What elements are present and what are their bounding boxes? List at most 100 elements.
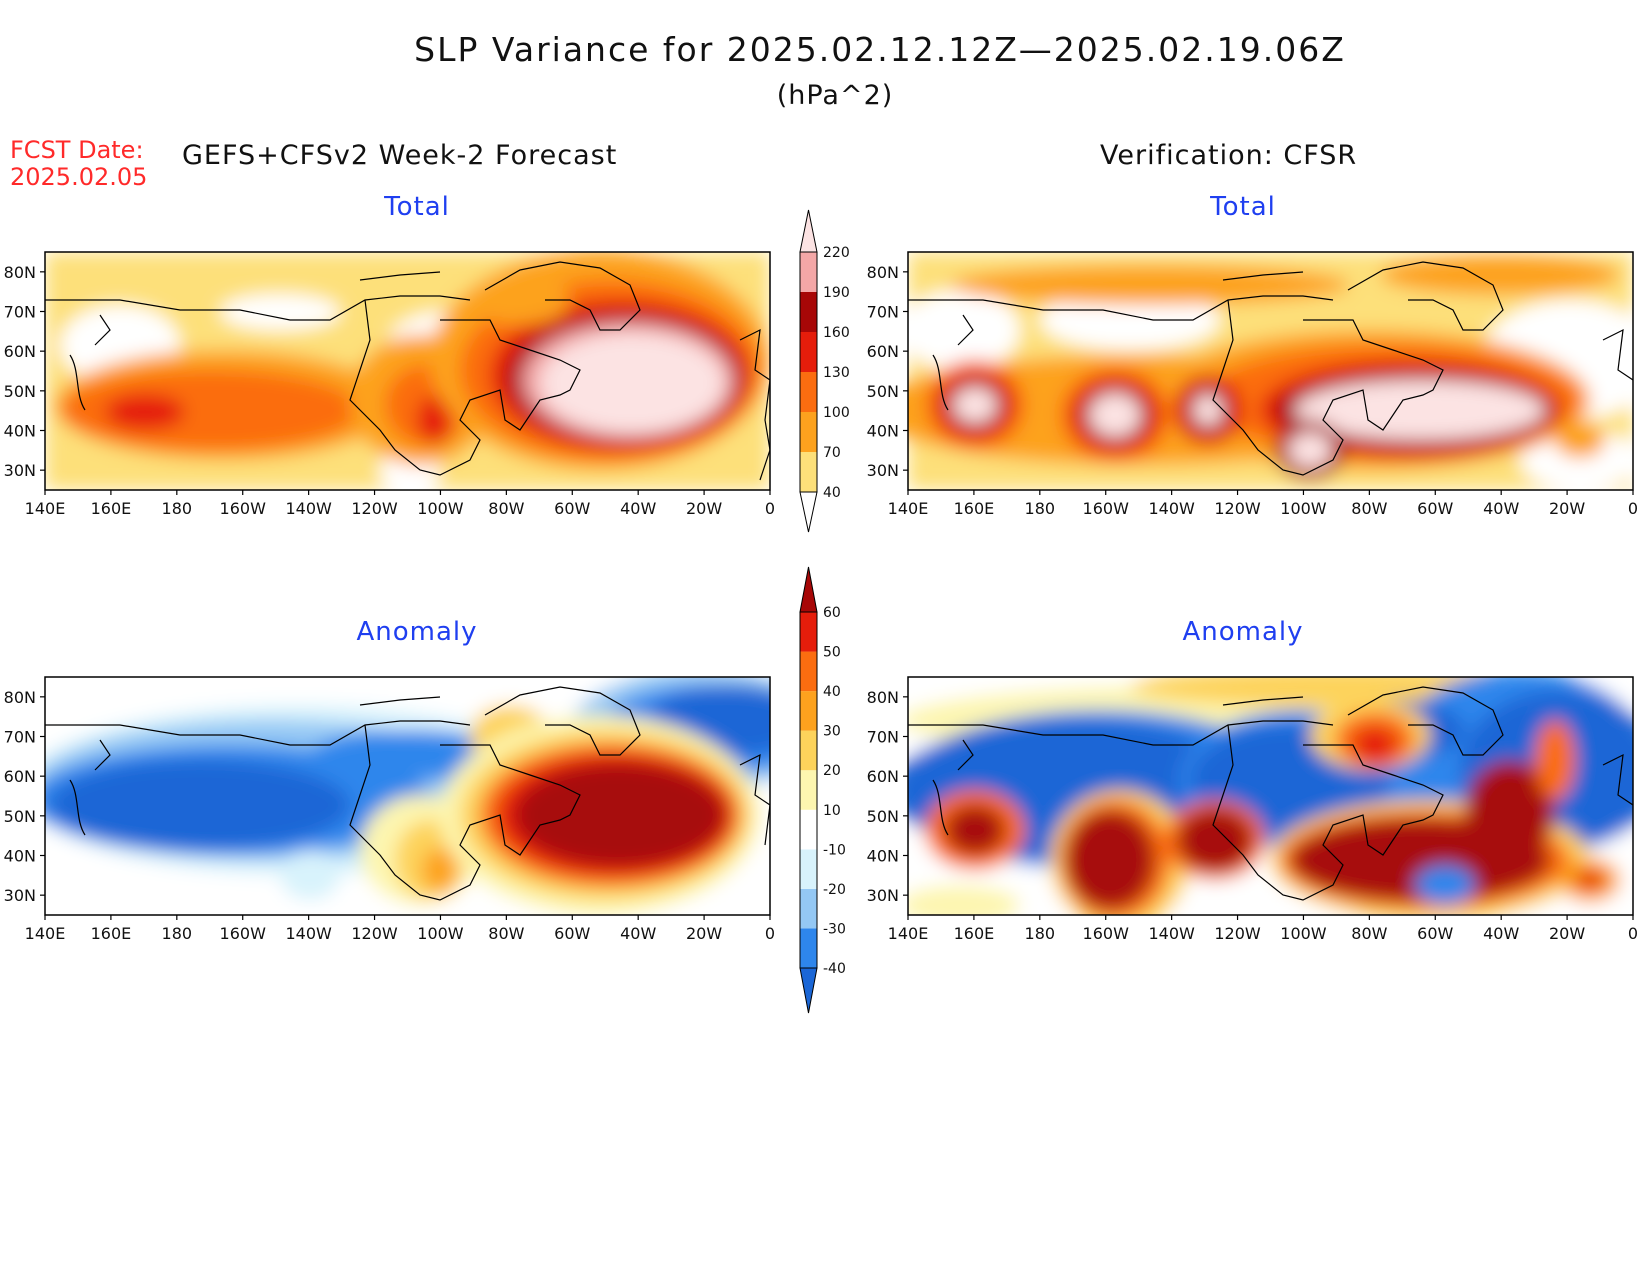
anomaly-colorbar-label: 40 — [823, 684, 841, 700]
lon-tick-label: 100W — [1280, 924, 1327, 943]
total-colorbar-high-cap — [799, 209, 818, 253]
total-colorbar-label: 160 — [823, 325, 850, 341]
verification-anomaly-panel: 140E 160E 180 160W 140W 120W 100W 80W 60W 40W 20W 0… — [867, 676, 1638, 943]
lon-tick-label: 160W — [220, 499, 267, 518]
total-colorbar-bin — [800, 412, 817, 452]
lon-tick-label: 60W — [1417, 924, 1453, 943]
forecast-anomaly-panel: 140E 160E 180 160W 140W 120W 100W 80W 60W 40W 20W 0… — [4, 676, 775, 943]
lat-tick-label: 80N — [867, 263, 899, 282]
lon-tick-label: 40W — [1483, 924, 1519, 943]
forecast-total-frame — [44, 251, 771, 491]
fcst-date-label: FCST Date: — [10, 136, 144, 164]
verification-total-frame — [907, 251, 1634, 491]
verification-anomaly-coastlines — [908, 686, 1633, 901]
anomaly-colorbar: -40 -30 -20 -10 10 20 30 40 50 60 — [799, 566, 846, 1014]
lat-tick-label: 80N — [4, 688, 36, 707]
forecast-total-coastlines — [45, 261, 770, 481]
anomaly-colorbar-bin — [800, 809, 817, 850]
verification-anomaly-frame — [907, 676, 1634, 916]
lat-tick-label: 30N — [4, 886, 36, 905]
verification-total-coastlines — [908, 261, 1633, 476]
forecast-anomaly-title: Anomaly — [356, 617, 478, 647]
anomaly-colorbar-bin — [800, 691, 817, 731]
anomaly-colorbar-bin — [800, 612, 817, 652]
anomaly-colorbar-low-cap — [799, 967, 818, 1014]
lon-tick-label: 20W — [1549, 499, 1585, 518]
lon-tick-label: 160W — [1083, 924, 1130, 943]
lon-tick-label: 140W — [285, 924, 332, 943]
verification-total-title: Total — [1210, 192, 1276, 222]
lon-tick-label: 140W — [1148, 499, 1195, 518]
verification-anomaly-field — [908, 677, 1633, 915]
lat-tick-label: 60N — [867, 342, 899, 361]
anomaly-colorbar-bin — [800, 770, 817, 810]
lon-tick-label: 80W — [488, 924, 524, 943]
lon-tick-label: 0 — [1628, 924, 1638, 943]
lon-tick-label: 100W — [1280, 499, 1327, 518]
figure-units: (hPa^2) — [776, 80, 894, 111]
lat-tick-label: 40N — [867, 422, 899, 441]
verification-header: Verification: CFSR — [1100, 140, 1358, 171]
verification-anomaly-title: Anomaly — [1182, 617, 1304, 647]
lon-tick-label: 60W — [554, 924, 590, 943]
lat-tick-label: 50N — [4, 807, 36, 826]
lon-tick-label: 160E — [91, 499, 132, 518]
verification-anomaly-axes: 140E 160E 180 160W 140W 120W 100W 80W 60W 40W 20W 0… — [867, 688, 1638, 943]
lat-tick-label: 40N — [867, 847, 899, 866]
lon-tick-label: 140E — [888, 924, 929, 943]
lon-tick-label: 160E — [91, 924, 132, 943]
forecast-total-axes: 140E 160E 180 160W 140W 120W 100W 80W 60W 40W 20W 0… — [4, 263, 775, 518]
total-colorbar-bin — [800, 292, 817, 332]
lat-tick-label: 50N — [4, 382, 36, 401]
anomaly-colorbar-label: -30 — [823, 921, 846, 937]
anomaly-colorbar-label: 50 — [823, 645, 841, 661]
anomaly-colorbar-high-cap — [799, 566, 818, 613]
lon-tick-label: 40W — [1483, 499, 1519, 518]
lat-tick-label: 70N — [867, 728, 899, 747]
lon-tick-label: 180 — [162, 499, 193, 518]
fcst-date-value: 2025.02.05 — [10, 163, 148, 191]
lon-tick-label: 120W — [351, 924, 398, 943]
lon-tick-label: 60W — [554, 499, 590, 518]
forecast-anomaly-coastlines — [45, 686, 770, 901]
lat-tick-label: 60N — [4, 767, 36, 786]
lon-tick-label: 0 — [1628, 499, 1638, 518]
lat-tick-label: 60N — [867, 767, 899, 786]
lat-tick-label: 30N — [867, 886, 899, 905]
total-colorbar-label: 100 — [823, 405, 850, 421]
lat-tick-label: 50N — [867, 807, 899, 826]
lon-tick-label: 120W — [351, 499, 398, 518]
forecast-anomaly-field — [45, 677, 770, 915]
lon-tick-label: 80W — [1351, 499, 1387, 518]
anomaly-colorbar-label: -10 — [823, 842, 846, 858]
lon-tick-label: 180 — [1025, 924, 1056, 943]
lon-tick-label: 160W — [1083, 499, 1130, 518]
total-colorbar-label: 70 — [823, 445, 841, 461]
anomaly-colorbar-label: 60 — [823, 605, 841, 621]
anomaly-colorbar-label: 30 — [823, 724, 841, 740]
anomaly-colorbar-label: -20 — [823, 882, 846, 898]
lon-tick-label: 80W — [488, 499, 524, 518]
total-colorbar-bin — [800, 332, 817, 372]
verification-total-field — [908, 252, 1633, 490]
lon-tick-label: 40W — [620, 924, 656, 943]
anomaly-colorbar-bin — [800, 849, 817, 889]
forecast-anomaly-frame — [44, 676, 771, 916]
verification-total-panel: 140E 160E 180 160W 140W 120W 100W 80W 60W 40W 20W 0… — [867, 251, 1638, 518]
lon-tick-label: 0 — [765, 499, 775, 518]
anomaly-colorbar-bin — [800, 651, 817, 692]
anomaly-colorbar-label: 20 — [823, 763, 841, 779]
lon-tick-label: 120W — [1214, 499, 1261, 518]
lat-tick-label: 50N — [867, 382, 899, 401]
total-colorbar-low-cap — [799, 491, 818, 533]
lon-tick-label: 140W — [285, 499, 332, 518]
anomaly-colorbar-bin — [800, 928, 817, 968]
lon-tick-label: 140W — [1148, 924, 1195, 943]
lat-tick-label: 30N — [867, 461, 899, 480]
lat-tick-label: 70N — [4, 728, 36, 747]
lon-tick-label: 140E — [888, 499, 929, 518]
lon-tick-label: 140E — [25, 499, 66, 518]
lon-tick-label: 20W — [686, 499, 722, 518]
lat-tick-label: 80N — [4, 263, 36, 282]
